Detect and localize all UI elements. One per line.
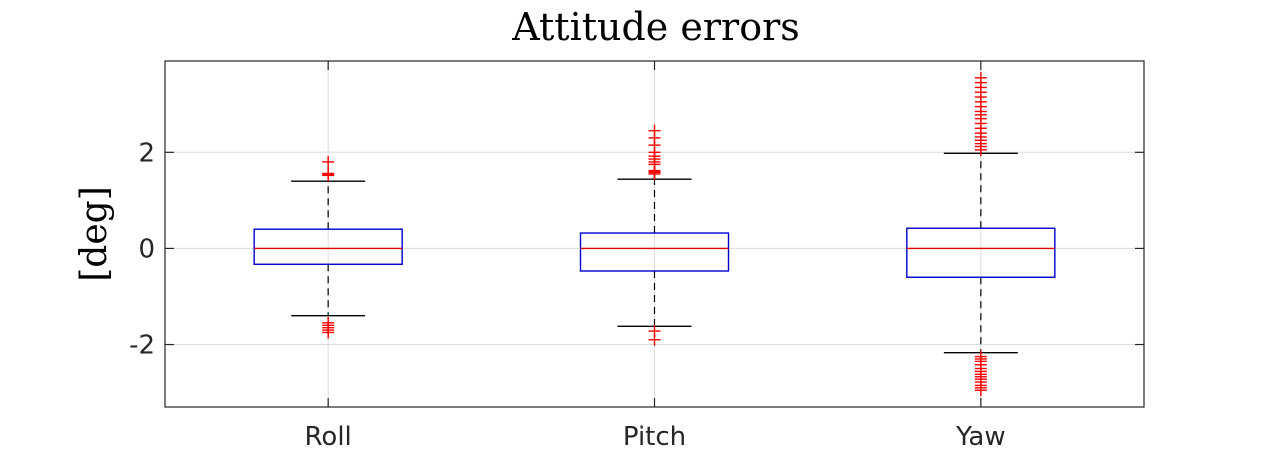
y-tick-label: 0 <box>138 234 155 264</box>
outlier-point <box>648 124 661 137</box>
y-tick-label: -2 <box>129 331 155 361</box>
grid-lines <box>165 61 1144 407</box>
box-roll <box>253 155 403 339</box>
outlier-point <box>974 384 987 397</box>
outlier-point <box>974 71 987 84</box>
x-tick-label: Yaw <box>955 422 1006 452</box>
iqr-box <box>579 232 730 272</box>
axis-ticks: -2 0 2 Roll Pitch Yaw <box>129 61 1144 452</box>
x-tick-label: Roll <box>305 422 352 452</box>
iqr-box <box>253 228 403 265</box>
y-axis-label: [deg] <box>74 186 115 281</box>
chart-title: Attitude errors <box>511 5 799 49</box>
y-tick-label: 2 <box>138 138 155 168</box>
outlier-point <box>322 155 335 168</box>
outlier-point <box>648 333 661 346</box>
outlier-point <box>322 326 335 339</box>
box-pitch <box>579 124 730 346</box>
outlier-point <box>322 167 335 180</box>
box-yaw <box>906 71 1056 397</box>
x-tick-label: Pitch <box>623 422 686 452</box>
iqr-box <box>906 227 1056 278</box>
plot-area <box>253 71 1056 397</box>
